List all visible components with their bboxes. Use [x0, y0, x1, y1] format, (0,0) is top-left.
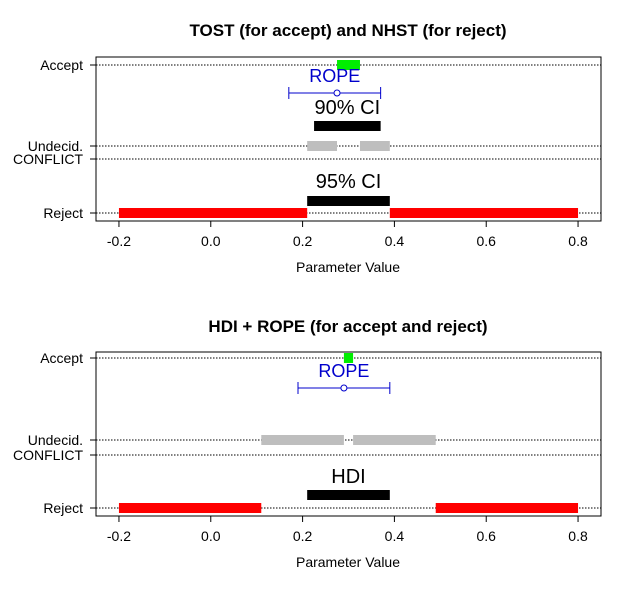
rope-center-point — [333, 89, 341, 97]
panel-tost: TOST (for accept) and NHST (for reject) … — [13, 21, 602, 275]
panel-hdi-rope: HDI + ROPE (for accept and reject) Param… — [13, 317, 602, 570]
rope-center-point — [340, 384, 348, 392]
x-tick-label: 0.6 — [476, 233, 496, 249]
x-tick-label: 0.0 — [201, 528, 221, 544]
x-tick-label: 0.6 — [476, 528, 496, 544]
y-tick-label: Undecid. — [28, 138, 83, 154]
rope-label: ROPE — [309, 66, 360, 86]
x-tick-label: 0.8 — [568, 233, 588, 249]
y-tick-label: Undecid. — [28, 432, 83, 448]
x-tick-label: -0.2 — [107, 528, 131, 544]
x-tick-label: 0.4 — [385, 528, 405, 544]
y-tick-label: CONFLICT — [13, 151, 83, 167]
interval-label: 95% CI — [316, 171, 382, 193]
x-tick-label: -0.2 — [107, 233, 131, 249]
y-tick-label: Reject — [43, 205, 83, 221]
rope-label: ROPE — [318, 361, 369, 381]
interval-label: HDI — [331, 466, 365, 488]
y-tick-label: Accept — [40, 350, 83, 366]
x-tick-label: 0.0 — [201, 233, 221, 249]
panel-title: HDI + ROPE (for accept and reject) — [208, 317, 487, 336]
y-tick-label: Reject — [43, 500, 83, 516]
interval-label: 90% CI — [315, 97, 381, 119]
x-tick-label: 0.8 — [568, 528, 588, 544]
x-axis-label: Parameter Value — [296, 554, 400, 570]
y-tick-label: CONFLICT — [13, 447, 83, 463]
x-axis-label: Parameter Value — [296, 259, 400, 275]
panel-title: TOST (for accept) and NHST (for reject) — [189, 21, 506, 40]
x-tick-label: 0.2 — [293, 233, 313, 249]
plot-frame — [95, 56, 602, 222]
y-tick-label: Accept — [40, 57, 83, 73]
x-tick-label: 0.4 — [385, 233, 405, 249]
x-tick-label: 0.2 — [293, 528, 313, 544]
plot-frame — [95, 351, 602, 517]
